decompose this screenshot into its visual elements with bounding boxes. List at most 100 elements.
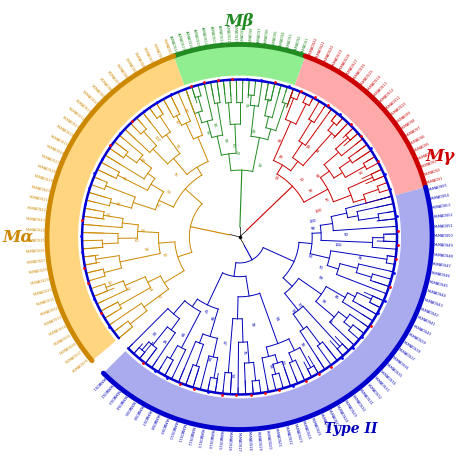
Text: MsMADS20: MsMADS20 (265, 429, 272, 449)
Text: 100: 100 (315, 208, 323, 214)
Text: MsMADS2: MsMADS2 (423, 168, 441, 177)
Text: MsMADS27: MsMADS27 (327, 409, 339, 428)
Text: MsMADS6: MsMADS6 (410, 134, 427, 146)
Text: 96: 96 (247, 102, 252, 108)
Text: AtMADS3: AtMADS3 (286, 32, 294, 49)
Text: MsMADS40: MsMADS40 (412, 324, 431, 337)
Text: MsMADS32: MsMADS32 (365, 383, 382, 400)
Text: MsMADS31: MsMADS31 (36, 297, 56, 307)
Text: MsMADS16: MsMADS16 (353, 63, 367, 81)
Text: MsMADS47: MsMADS47 (432, 262, 452, 269)
Text: AtMADS8: AtMADS8 (249, 26, 254, 43)
Text: MsMADS14: MsMADS14 (366, 74, 382, 92)
Text: MsMADS38: MsMADS38 (72, 358, 90, 374)
Text: AtMADS13: AtMADS13 (209, 26, 215, 45)
Text: MsMADS37: MsMADS37 (65, 350, 83, 365)
Text: MsMADS30: MsMADS30 (351, 394, 365, 413)
Text: MsMADS19: MsMADS19 (255, 430, 262, 451)
Text: 64: 64 (150, 330, 156, 336)
Text: 64: 64 (105, 213, 111, 218)
Text: 78: 78 (278, 137, 283, 144)
Text: 67: 67 (202, 308, 208, 314)
Text: MsMADS13: MsMADS13 (373, 81, 389, 98)
Text: 78: 78 (280, 153, 285, 159)
Text: MsMADS26: MsMADS26 (26, 248, 46, 254)
Text: MsMADS36: MsMADS36 (59, 342, 78, 356)
Text: 90: 90 (163, 253, 169, 258)
Text: 67: 67 (237, 149, 242, 154)
Text: 92: 92 (127, 286, 133, 292)
Text: 90: 90 (158, 293, 164, 300)
Text: 78: 78 (174, 143, 180, 149)
Text: MsMADS41: MsMADS41 (416, 316, 436, 327)
Text: MsMADS3: MsMADS3 (420, 159, 438, 169)
Text: MsMADS37: MsMADS37 (397, 348, 416, 363)
Text: AtMADS16: AtMADS16 (184, 30, 193, 49)
Text: 94: 94 (206, 356, 211, 362)
Text: 67: 67 (221, 340, 226, 346)
Text: AtMADS10: AtMADS10 (233, 24, 238, 43)
Text: MsMADS35: MsMADS35 (385, 363, 403, 379)
Text: MsMADS29: MsMADS29 (30, 278, 50, 286)
Text: MsMADS1: MsMADS1 (91, 375, 106, 391)
Text: MsMADS13: MsMADS13 (61, 116, 79, 130)
Text: MsMADS21: MsMADS21 (315, 40, 327, 59)
Text: MsMADS51: MsMADS51 (434, 224, 454, 228)
Text: 75: 75 (242, 349, 246, 355)
Text: MsMADS14: MsMADS14 (206, 429, 213, 449)
Text: 81: 81 (357, 256, 363, 261)
Text: MsMADS21: MsMADS21 (274, 428, 282, 448)
Text: 99: 99 (317, 275, 323, 281)
Text: MsMADS26: MsMADS26 (319, 413, 330, 433)
Text: 92: 92 (108, 280, 114, 286)
Text: MsMADS16: MsMADS16 (45, 144, 64, 156)
Text: 54: 54 (140, 229, 146, 233)
Text: MsMADS3: MsMADS3 (106, 388, 120, 404)
Text: MsMADS36: MsMADS36 (392, 356, 410, 371)
Text: MsMADS8: MsMADS8 (149, 413, 160, 430)
Text: MsMADS20: MsMADS20 (323, 44, 336, 63)
Text: Mγ: Mγ (425, 147, 455, 164)
Text: MsMADS15: MsMADS15 (360, 68, 375, 86)
Text: 78: 78 (249, 321, 254, 327)
Text: Mβ: Mβ (225, 13, 254, 29)
Text: 87: 87 (183, 108, 189, 114)
Text: AtMADS7: AtMADS7 (256, 27, 262, 44)
Text: MsMADS15: MsMADS15 (50, 134, 69, 147)
Text: 94: 94 (229, 374, 234, 379)
Text: MsMADS45: MsMADS45 (428, 280, 448, 289)
Text: 75: 75 (327, 319, 333, 326)
Text: MsMADS23: MsMADS23 (26, 217, 46, 223)
Text: MsMADS22: MsMADS22 (308, 36, 318, 56)
Polygon shape (295, 57, 424, 195)
Text: MsMADS12: MsMADS12 (186, 425, 195, 446)
Text: 94: 94 (268, 363, 273, 369)
Text: 54: 54 (165, 189, 172, 195)
Text: MsMADS7: MsMADS7 (405, 126, 422, 138)
Text: MsMADS34: MsMADS34 (379, 370, 396, 386)
Text: 87: 87 (205, 130, 210, 137)
Text: MsMADS46: MsMADS46 (430, 271, 450, 279)
Text: MsMADS5: MsMADS5 (122, 399, 135, 416)
Text: 70: 70 (300, 176, 306, 182)
Text: MsMADS6: MsMADS6 (131, 404, 143, 421)
Text: MsMADS25: MsMADS25 (310, 417, 321, 437)
Text: MsMADS9: MsMADS9 (158, 417, 168, 434)
Text: AtMADS9: AtMADS9 (241, 26, 246, 43)
Text: MsMADS22: MsMADS22 (283, 426, 292, 446)
Text: 78: 78 (309, 188, 315, 194)
Text: 100: 100 (152, 135, 160, 143)
Text: AtMADS6: AtMADS6 (264, 27, 270, 45)
Text: MsMADS14: MsMADS14 (55, 125, 74, 138)
Text: MsMADS21: MsMADS21 (28, 196, 49, 203)
Text: MsMADS18: MsMADS18 (246, 431, 251, 451)
Text: 67: 67 (156, 204, 162, 209)
Text: MsMADS5: MsMADS5 (123, 57, 136, 74)
Text: MsMADS19: MsMADS19 (331, 48, 344, 67)
Text: MsMADS18: MsMADS18 (338, 53, 352, 72)
Text: 81: 81 (316, 173, 323, 179)
Text: MsMADS4: MsMADS4 (133, 52, 145, 69)
Text: 54: 54 (308, 255, 313, 260)
Text: MsMADS2: MsMADS2 (98, 382, 113, 398)
Text: MsMADS4: MsMADS4 (114, 393, 128, 410)
